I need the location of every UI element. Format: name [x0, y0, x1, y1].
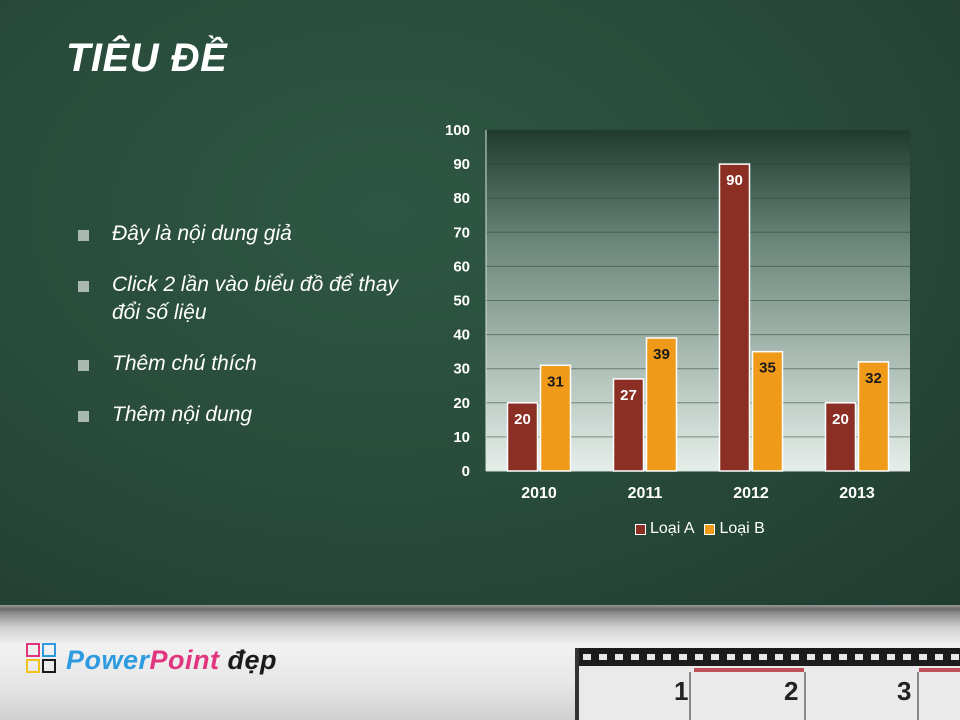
x-tick-label: 2011	[628, 485, 663, 502]
ruler-tick	[919, 654, 927, 660]
x-tick-label: 2012	[733, 485, 769, 502]
bar-chart-svg[interactable]: 0 10 20 30 40 50 60 70 80 90 100 20 31 2010 27 39 2011 90…	[430, 115, 930, 515]
y-tick-label: 10	[453, 429, 470, 446]
ruler-tick	[759, 654, 767, 660]
x-tick-label: 2013	[839, 485, 875, 502]
bar	[645, 337, 678, 472]
bar	[824, 402, 857, 472]
y-tick-label: 80	[453, 190, 470, 207]
brand-logo: PowerPoint đẹp	[26, 643, 277, 677]
bullet-square-icon	[78, 411, 89, 422]
bar	[506, 402, 539, 472]
ruler-tick	[647, 654, 655, 660]
ruler-number: 3	[897, 676, 912, 706]
data-label: 32	[865, 370, 882, 387]
ruler-strip	[579, 648, 960, 666]
bar	[539, 364, 572, 472]
ruler-tick	[871, 654, 879, 660]
bullet-square-icon	[78, 360, 89, 371]
ruler-tick	[615, 654, 623, 660]
y-tick-label: 30	[453, 361, 470, 378]
y-tick-label: 100	[445, 122, 470, 139]
ruler-tick	[935, 654, 943, 660]
ruler-number: 1	[674, 676, 689, 706]
ruler-tick	[695, 654, 703, 660]
ruler-tick	[711, 654, 719, 660]
y-tick-label: 20	[453, 395, 470, 412]
ruler-tick	[775, 654, 783, 660]
legend-item: Loại B	[704, 520, 765, 538]
ruler-tick	[631, 654, 639, 660]
bullet-item: Click 2 lần vào biểu đồ để thay đổi số l…	[78, 271, 408, 327]
ruler-decoration: 1 2 3	[575, 648, 960, 720]
bullet-item: Đây là nội dung giả	[78, 220, 408, 248]
bar	[857, 361, 890, 472]
data-label: 39	[653, 346, 670, 363]
ruler-tick	[823, 654, 831, 660]
ruler-tick	[679, 654, 687, 660]
y-tick-label: 40	[453, 327, 470, 344]
ruler-tick	[855, 654, 863, 660]
ruler-tick	[887, 654, 895, 660]
slide-title: TIÊU ĐỀ	[66, 36, 228, 80]
chart[interactable]: 0 10 20 30 40 50 60 70 80 90 100 20 31 2010 27 39 2011 90…	[430, 115, 930, 555]
bar	[718, 163, 751, 472]
ruler-tick	[743, 654, 751, 660]
y-tick-label: 70	[453, 224, 470, 241]
ruler-tick	[807, 654, 815, 660]
legend-item: Loại A	[635, 520, 694, 538]
logo-text: PowerPoint đẹp	[66, 644, 278, 675]
ruler-tick	[727, 654, 735, 660]
x-tick-label: 2010	[521, 485, 557, 502]
ruler-tick	[663, 654, 671, 660]
legend-swatch	[635, 523, 646, 535]
ruler-tick	[951, 654, 959, 660]
bullet-item: Thêm chú thích	[78, 350, 408, 378]
y-tick-label: 0	[462, 463, 470, 480]
bullet-square-icon	[78, 281, 89, 292]
ruler-tick	[599, 654, 607, 660]
chart-legend: Loại A Loại B	[635, 520, 765, 538]
bar	[612, 378, 645, 472]
data-label: 27	[620, 387, 637, 404]
data-label: 31	[547, 373, 564, 390]
y-tick-label: 90	[453, 156, 470, 173]
bar	[751, 350, 784, 472]
bullet-list: Đây là nội dung giả Click 2 lần vào biểu…	[78, 220, 408, 452]
logo-squares-icon	[26, 643, 60, 677]
data-label: 90	[726, 172, 743, 189]
data-label: 20	[832, 411, 849, 428]
y-tick-label: 50	[453, 293, 470, 310]
bullet-square-icon	[78, 230, 89, 241]
ruler-tick	[583, 654, 591, 660]
ruler-tick	[903, 654, 911, 660]
legend-swatch	[704, 523, 716, 535]
bullet-item: Thêm nội dung	[78, 401, 408, 429]
ruler-tick	[839, 654, 847, 660]
y-tick-label: 60	[453, 258, 470, 275]
ruler-tick	[791, 654, 799, 660]
data-label: 35	[759, 360, 776, 377]
ruler-number: 2	[784, 676, 799, 706]
data-label: 20	[514, 411, 531, 428]
